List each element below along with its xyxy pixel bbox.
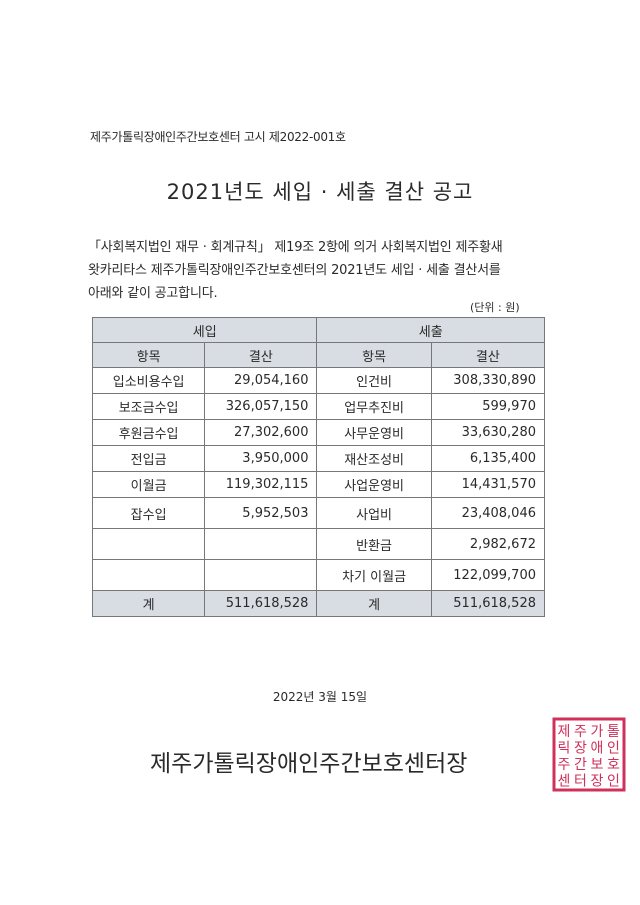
- revenue-item: 잡수입: [91, 497, 206, 529]
- seal-character: 장: [591, 774, 604, 790]
- revenue-amount: 119,302,115: [204, 471, 318, 498]
- expense-item: 사무운영비: [316, 419, 432, 446]
- seal-character: 터: [574, 774, 587, 790]
- seal-character: 제: [558, 724, 571, 740]
- document-title: 2021년도 세입 · 세출 결산 공고: [166, 180, 474, 204]
- seal-character: 릭: [558, 741, 571, 757]
- revenue-amount: [204, 559, 318, 591]
- expense-amount: 599,970: [430, 393, 546, 420]
- notice-number: 제주가톨릭장애인주간보호센터 고시 제2022-001호: [90, 130, 346, 144]
- expense-item: 반환금: [316, 528, 432, 560]
- document-date: 2022년 3월 15일: [272, 690, 368, 704]
- body-line: 아래와 같이 공고합니다.: [88, 286, 218, 301]
- revenue-amount: [204, 528, 318, 560]
- expense-amount: 308,330,890: [430, 367, 546, 394]
- table-row: 잡수입 5,952,503 사업비 23,408,046: [91, 497, 546, 529]
- expense-amount: 2,982,672: [430, 528, 546, 560]
- table-total-row: 계 511,618,528 계 511,618,528: [91, 590, 546, 617]
- table-column-header-row: 항목 결산 항목 결산: [91, 342, 546, 368]
- expense-item: 차기 이월금: [316, 559, 432, 591]
- seal-character: 인: [607, 774, 620, 790]
- table-row: 입소비용수입 29,054,160 인건비 308,330,890: [91, 367, 546, 394]
- revenue-item: 입소비용수입: [91, 367, 206, 394]
- revenue-total: 511,618,528: [204, 590, 318, 617]
- expense-amount: 14,431,570: [430, 471, 546, 498]
- seal-character: 주: [558, 757, 571, 773]
- settlement-table: 세입 세출 항목 결산 항목 결산 입소비용수입 29,054,160 인건비 308…: [91, 317, 546, 617]
- seal-character: 가: [591, 724, 604, 740]
- expense-item: 업무추진비: [316, 393, 432, 420]
- revenue-amount: 3,950,000: [204, 445, 318, 472]
- body-line: 왓카리타스 제주가톨릭장애인주간보호센터의 2021년도 세입 · 세출 결산서…: [88, 263, 501, 278]
- col-header-item: 항목: [91, 342, 206, 368]
- seal-character: 보: [591, 757, 604, 773]
- total-label: 계: [316, 590, 432, 617]
- total-label: 계: [91, 590, 206, 617]
- expense-item: 인건비: [316, 367, 432, 394]
- table-row: 차기 이월금 122,099,700: [91, 559, 546, 591]
- unit-label: (단위 : 원): [470, 301, 520, 314]
- seal-character: 애: [591, 741, 604, 757]
- seal-character: 호: [607, 757, 620, 773]
- table-row: 보조금수입 326,057,150 업무추진비 599,970: [91, 393, 546, 420]
- table-group-header-row: 세입 세출: [91, 317, 545, 343]
- table-row: 이월금 119,302,115 사업운영비 14,431,570: [91, 471, 546, 498]
- expense-amount: 122,099,700: [430, 559, 546, 591]
- expense-item: 재산조성비: [316, 445, 432, 472]
- revenue-amount: 29,054,160: [204, 367, 318, 394]
- revenue-item: 보조금수입: [91, 393, 206, 420]
- revenue-amount: 326,057,150: [204, 393, 318, 420]
- col-header-amount: 결산: [430, 342, 546, 368]
- seal-character: 주: [574, 724, 587, 740]
- seal-character: 톨: [607, 724, 620, 740]
- revenue-item: 전입금: [91, 445, 206, 472]
- table-row: 전입금 3,950,000 재산조성비 6,135,400: [91, 445, 546, 472]
- body-line: 「사회복지법인 재무 · 회계규칙」 제19조 2항에 의거 사회복지법인 제주…: [88, 240, 503, 255]
- seal-character: 간: [574, 757, 587, 773]
- expense-amount: 6,135,400: [430, 445, 546, 472]
- revenue-item: 후원금수입: [91, 419, 206, 446]
- revenue-item: [91, 559, 206, 591]
- revenue-item: [91, 528, 206, 560]
- revenue-item: 이월금: [91, 471, 206, 498]
- signer-name: 제주가톨릭장애인주간보호센터장: [150, 751, 468, 777]
- expense-header: 세출: [316, 317, 545, 343]
- revenue-amount: 5,952,503: [204, 497, 318, 529]
- revenue-amount: 27,302,600: [204, 419, 318, 446]
- expense-amount: 33,630,280: [430, 419, 546, 446]
- expense-item: 사업운영비: [316, 471, 432, 498]
- col-header-item: 항목: [316, 342, 432, 368]
- expense-total: 511,618,528: [430, 590, 546, 617]
- col-header-amount: 결산: [204, 342, 318, 368]
- official-seal-icon: 제 주 가 톨릭 장 애 인주 간 보 호센 터 장 인: [552, 717, 626, 792]
- expense-item: 사업비: [316, 497, 432, 529]
- table-row: 후원금수입 27,302,600 사무운영비 33,630,280: [91, 419, 546, 446]
- expense-amount: 23,408,046: [430, 497, 546, 529]
- table-row: 반환금 2,982,672: [91, 528, 546, 560]
- seal-character: 인: [607, 741, 620, 757]
- seal-character: 센: [558, 774, 571, 790]
- seal-character: 장: [574, 741, 587, 757]
- revenue-header: 세입: [91, 317, 318, 343]
- seal-border: [552, 717, 626, 792]
